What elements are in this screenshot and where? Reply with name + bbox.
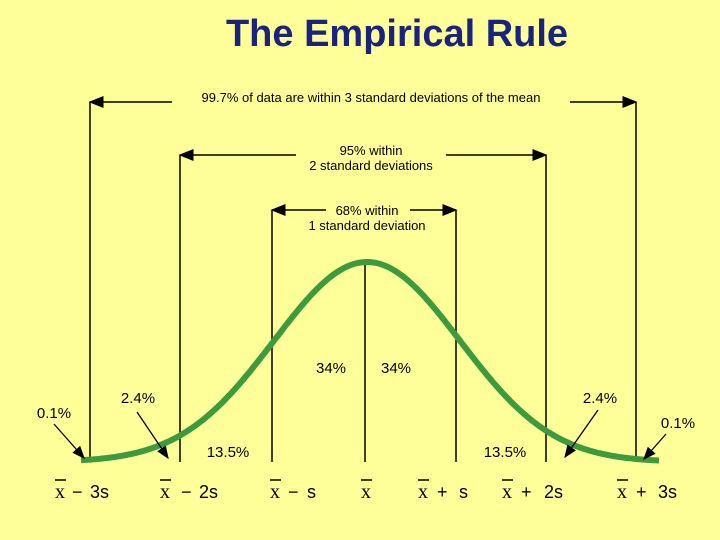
region-tail-right-label: 0.1% bbox=[661, 415, 695, 432]
axis-var: x bbox=[418, 481, 428, 503]
bracket-one-sd: 68% within 1 standard deviation bbox=[270, 203, 458, 462]
bracket-two-sd-label-2: 2 standard deviations bbox=[309, 158, 433, 173]
region-center-left-label: 34% bbox=[316, 360, 346, 377]
bell-curve bbox=[80, 259, 660, 464]
pointer-tail-right bbox=[643, 433, 667, 460]
axis-labels: x − 3s x − 2s x − s x x + s bbox=[55, 479, 677, 503]
axis-label-plus-s: x + s bbox=[418, 479, 468, 503]
axis-label-mean: x bbox=[361, 479, 372, 503]
bracket-two-sd: 95% within 2 standard deviations bbox=[178, 143, 548, 462]
axis-var: x bbox=[55, 481, 65, 503]
page-title: The Empirical Rule bbox=[226, 13, 568, 55]
axis-label-minus-3s: x − 3s bbox=[55, 479, 109, 503]
region-outer-right-label: 2.4% bbox=[583, 390, 617, 407]
axis-term: s bbox=[459, 482, 468, 502]
bracket-three-sd-label: 99.7% of data are within 3 standard devi… bbox=[202, 90, 541, 105]
axis-var: x bbox=[270, 481, 280, 503]
bracket-two-sd-label-1: 95% within bbox=[340, 143, 403, 158]
axis-label-minus-2s: x − 2s bbox=[160, 479, 218, 503]
region-mid-right-label: 13.5% bbox=[484, 444, 527, 461]
axis-term: 2s bbox=[199, 482, 218, 502]
axis-term: s bbox=[307, 482, 316, 502]
axis-var: x bbox=[502, 481, 512, 503]
bracket-one-sd-label-2: 1 standard deviation bbox=[308, 218, 425, 233]
axis-label-minus-s: x − s bbox=[270, 479, 316, 503]
region-mid-left-label: 13.5% bbox=[207, 444, 250, 461]
axis-term: 3s bbox=[658, 482, 677, 502]
bracket-one-sd-label-1: 68% within bbox=[336, 203, 399, 218]
axis-label-plus-3s: x + 3s bbox=[617, 479, 677, 503]
axis-var: x bbox=[617, 481, 627, 503]
axis-op: − bbox=[72, 482, 83, 502]
axis-op: + bbox=[636, 482, 647, 502]
bracket-three-sd: 99.7% of data are within 3 standard devi… bbox=[88, 90, 638, 462]
axis-term: 2s bbox=[544, 482, 563, 502]
region-outer-left-label: 2.4% bbox=[121, 390, 155, 407]
pointer-outer-right bbox=[564, 409, 599, 459]
axis-op: − bbox=[181, 482, 192, 502]
region-tail-left-label: 0.1% bbox=[37, 405, 71, 422]
axis-op: − bbox=[288, 482, 299, 502]
axis-op: + bbox=[437, 482, 448, 502]
pointer-outer-left bbox=[136, 411, 169, 460]
region-center-right-label: 34% bbox=[381, 360, 411, 377]
axis-var: x bbox=[160, 481, 170, 503]
axis-op: + bbox=[521, 482, 532, 502]
pointer-tail-left bbox=[53, 423, 85, 459]
axis-var: x bbox=[361, 481, 371, 503]
axis-term: 3s bbox=[90, 482, 109, 502]
axis-label-plus-2s: x + 2s bbox=[502, 479, 563, 503]
